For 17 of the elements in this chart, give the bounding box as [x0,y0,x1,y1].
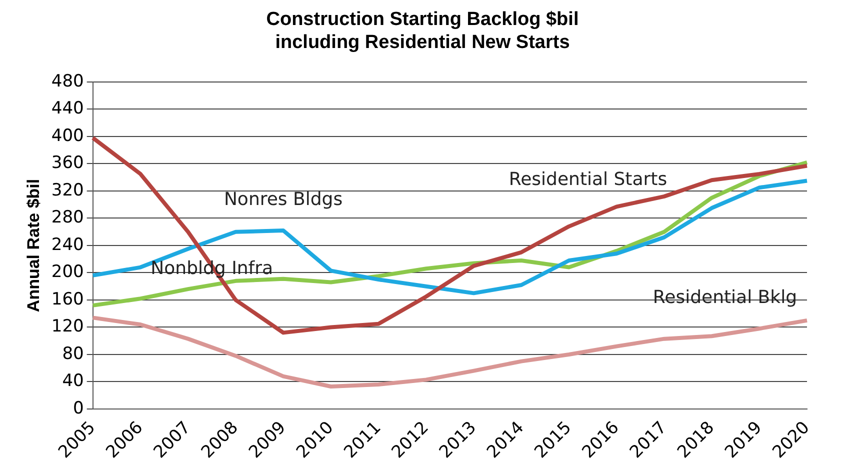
y-tick-label: 160 [51,289,84,310]
y-tick-label: 200 [51,262,84,282]
y-tick-label: 40 [62,371,84,392]
y-tick-label: 320 [51,180,84,200]
series-label: Nonres Bldgs [224,189,343,210]
y-tick-label: 280 [51,208,84,228]
series-label: Residential Starts [508,169,668,190]
y-axis-title: Annual Rate $bil [24,178,43,312]
y-tick-label: 480 [51,71,84,92]
y-tick-label: 120 [51,316,84,337]
chart-title: Construction Starting Backlog $bil including Residential New Starts [265,8,580,54]
y-tick-label: 0 [73,398,84,418]
y-tick-label: 440 [51,98,84,119]
y-tick-label: 240 [51,234,84,255]
y-tick-label: 400 [51,126,84,146]
y-tick-label: 80 [62,344,84,364]
y-tick-label: 360 [51,153,84,174]
